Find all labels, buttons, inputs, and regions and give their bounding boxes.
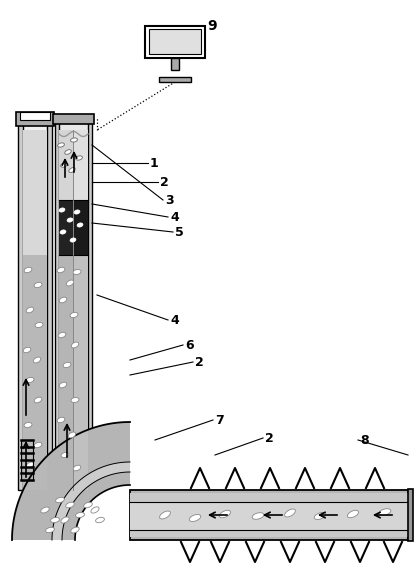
- Ellipse shape: [61, 517, 69, 523]
- Bar: [21, 440, 33, 480]
- Ellipse shape: [91, 507, 99, 513]
- Bar: [88, 118, 92, 490]
- Text: 4: 4: [170, 211, 179, 223]
- Text: 9: 9: [207, 19, 217, 33]
- Ellipse shape: [77, 223, 83, 227]
- Text: 8: 8: [360, 433, 369, 446]
- Bar: [47, 118, 52, 490]
- Ellipse shape: [285, 509, 295, 517]
- Ellipse shape: [65, 150, 71, 154]
- Ellipse shape: [34, 282, 42, 288]
- Polygon shape: [52, 462, 130, 540]
- Text: 2: 2: [195, 356, 204, 369]
- Ellipse shape: [379, 509, 391, 515]
- Bar: [73, 255, 88, 490]
- Ellipse shape: [26, 307, 34, 313]
- Ellipse shape: [35, 322, 43, 328]
- Bar: [55, 118, 59, 490]
- Ellipse shape: [71, 397, 79, 403]
- Bar: [59, 200, 73, 255]
- Bar: [73, 130, 88, 200]
- Text: 7: 7: [215, 413, 224, 426]
- Ellipse shape: [66, 280, 74, 286]
- Bar: [23, 255, 47, 490]
- Bar: [23, 130, 47, 255]
- Ellipse shape: [189, 514, 201, 522]
- Bar: [73, 200, 88, 255]
- Ellipse shape: [73, 269, 81, 275]
- Bar: [130, 490, 408, 540]
- Ellipse shape: [59, 382, 67, 388]
- Ellipse shape: [57, 268, 65, 273]
- Bar: [145, 26, 205, 58]
- Ellipse shape: [60, 163, 67, 167]
- Ellipse shape: [59, 208, 65, 212]
- Bar: [18, 118, 23, 490]
- Ellipse shape: [60, 230, 66, 234]
- Ellipse shape: [160, 511, 171, 519]
- Ellipse shape: [34, 397, 42, 403]
- Ellipse shape: [67, 218, 73, 222]
- Ellipse shape: [26, 377, 34, 383]
- Ellipse shape: [24, 422, 32, 427]
- Ellipse shape: [34, 442, 42, 447]
- Bar: [20, 112, 50, 120]
- Ellipse shape: [74, 210, 80, 214]
- Text: 5: 5: [175, 226, 184, 239]
- Text: 1: 1: [150, 156, 159, 169]
- Ellipse shape: [61, 452, 69, 457]
- Ellipse shape: [41, 507, 49, 513]
- Bar: [159, 77, 191, 82]
- Ellipse shape: [252, 513, 264, 519]
- Text: 6: 6: [185, 339, 194, 352]
- Ellipse shape: [23, 348, 31, 353]
- Bar: [408, 489, 413, 541]
- Ellipse shape: [71, 342, 79, 348]
- Bar: [130, 493, 408, 537]
- Ellipse shape: [84, 502, 92, 508]
- Ellipse shape: [71, 527, 79, 533]
- Ellipse shape: [58, 143, 64, 147]
- Ellipse shape: [66, 502, 74, 508]
- Bar: [59, 118, 88, 490]
- Bar: [23, 118, 47, 490]
- Ellipse shape: [69, 168, 75, 172]
- Text: 2: 2: [160, 175, 169, 189]
- Ellipse shape: [347, 510, 359, 517]
- Ellipse shape: [70, 238, 76, 242]
- Ellipse shape: [59, 297, 67, 303]
- Ellipse shape: [26, 462, 34, 468]
- Ellipse shape: [73, 465, 81, 471]
- Ellipse shape: [58, 332, 66, 338]
- Bar: [53, 114, 94, 124]
- Ellipse shape: [33, 357, 41, 363]
- Ellipse shape: [68, 432, 76, 438]
- Ellipse shape: [71, 138, 77, 142]
- Text: 4: 4: [170, 313, 179, 326]
- Ellipse shape: [55, 497, 64, 503]
- Ellipse shape: [57, 417, 65, 423]
- Text: 3: 3: [165, 193, 173, 206]
- Ellipse shape: [63, 362, 71, 368]
- Bar: [59, 130, 73, 200]
- Ellipse shape: [96, 517, 105, 523]
- Bar: [171, 58, 179, 70]
- Text: 2: 2: [265, 432, 274, 445]
- Ellipse shape: [24, 268, 32, 273]
- Bar: [59, 255, 73, 490]
- Ellipse shape: [76, 156, 82, 160]
- Ellipse shape: [219, 510, 231, 517]
- Polygon shape: [12, 422, 130, 540]
- Bar: [16, 112, 54, 126]
- Bar: [130, 502, 408, 530]
- Ellipse shape: [76, 512, 84, 517]
- Ellipse shape: [46, 527, 55, 533]
- Ellipse shape: [50, 517, 60, 523]
- Bar: [149, 29, 201, 54]
- Ellipse shape: [314, 513, 326, 519]
- Ellipse shape: [70, 312, 78, 318]
